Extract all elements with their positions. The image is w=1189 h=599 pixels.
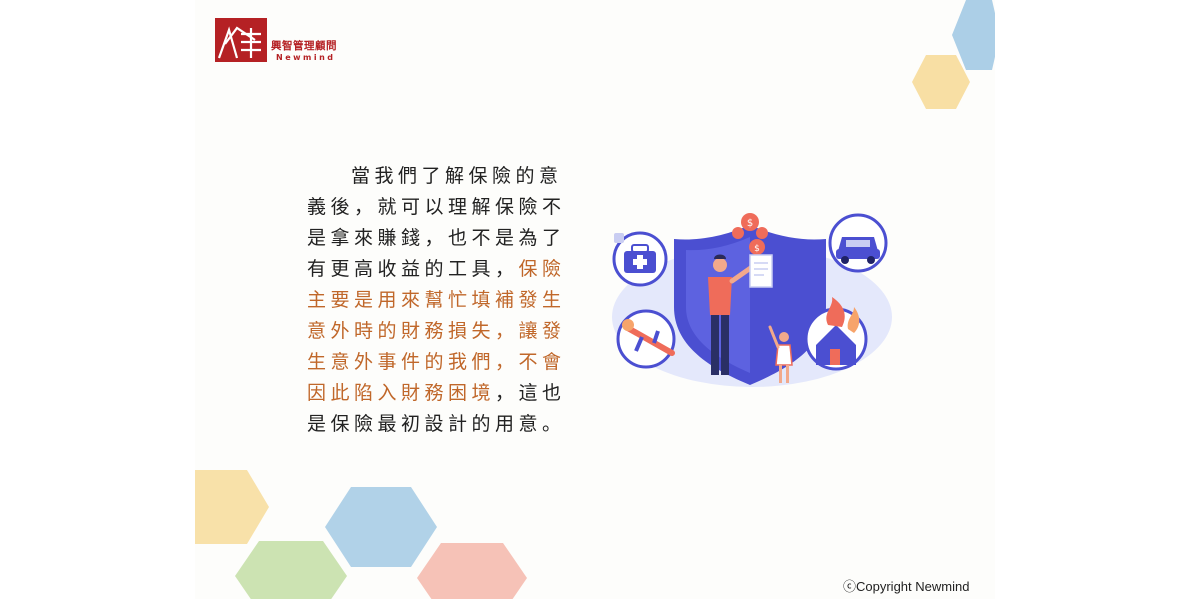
man-figure-icon (708, 254, 773, 375)
hexagon-pink-bottom (417, 543, 527, 599)
hexagon-blue-top (952, 0, 995, 70)
company-logo: 興智管理顧問 Newmind (215, 18, 355, 68)
hexagon-yellow-top (912, 55, 970, 109)
medical-kit-icon (612, 231, 668, 287)
svg-text:$: $ (754, 244, 760, 254)
hexagon-green-bottom (235, 541, 347, 599)
hexagon-yellow-bottom (195, 470, 269, 544)
woman-figure-icon (768, 325, 793, 383)
body-paragraph: 當我們了解保險的意義後，就可以理解保險不是拿來賺錢，也不是為了有更高收益的工具，… (307, 161, 577, 440)
body-text-highlight: 保險主要是用來幫忙填補發生意外時的財務損失，讓發生意外事件的我們，不會因此陷入財… (307, 258, 566, 404)
logo-mark-icon (215, 18, 267, 62)
plane-crash-icon (616, 309, 676, 369)
house-fire-icon (804, 297, 868, 371)
car-icon (828, 213, 888, 273)
copyright-text: ⓒCopyright Newmind (843, 579, 970, 594)
logo-company-cn: 興智管理顧問 (271, 40, 337, 52)
coins-icon: $ $ (732, 213, 768, 255)
svg-text:$: $ (747, 218, 753, 229)
body-text-part1: 當我們了解保險的意義後，就可以理解保險不是拿來賺錢，也不是為了有更高收益的工具， (307, 165, 566, 280)
slide: 興智管理顧問 Newmind 當我們了解保險的意義後，就可以理解保險不是拿來賺錢… (195, 0, 995, 599)
logo-company-en: Newmind (276, 53, 336, 62)
body-text-part2: ，這也是保險最初設計的用意。 (307, 382, 566, 435)
insurance-illustration: $ $ (612, 213, 892, 387)
hexagon-blue-bottom (325, 487, 437, 567)
